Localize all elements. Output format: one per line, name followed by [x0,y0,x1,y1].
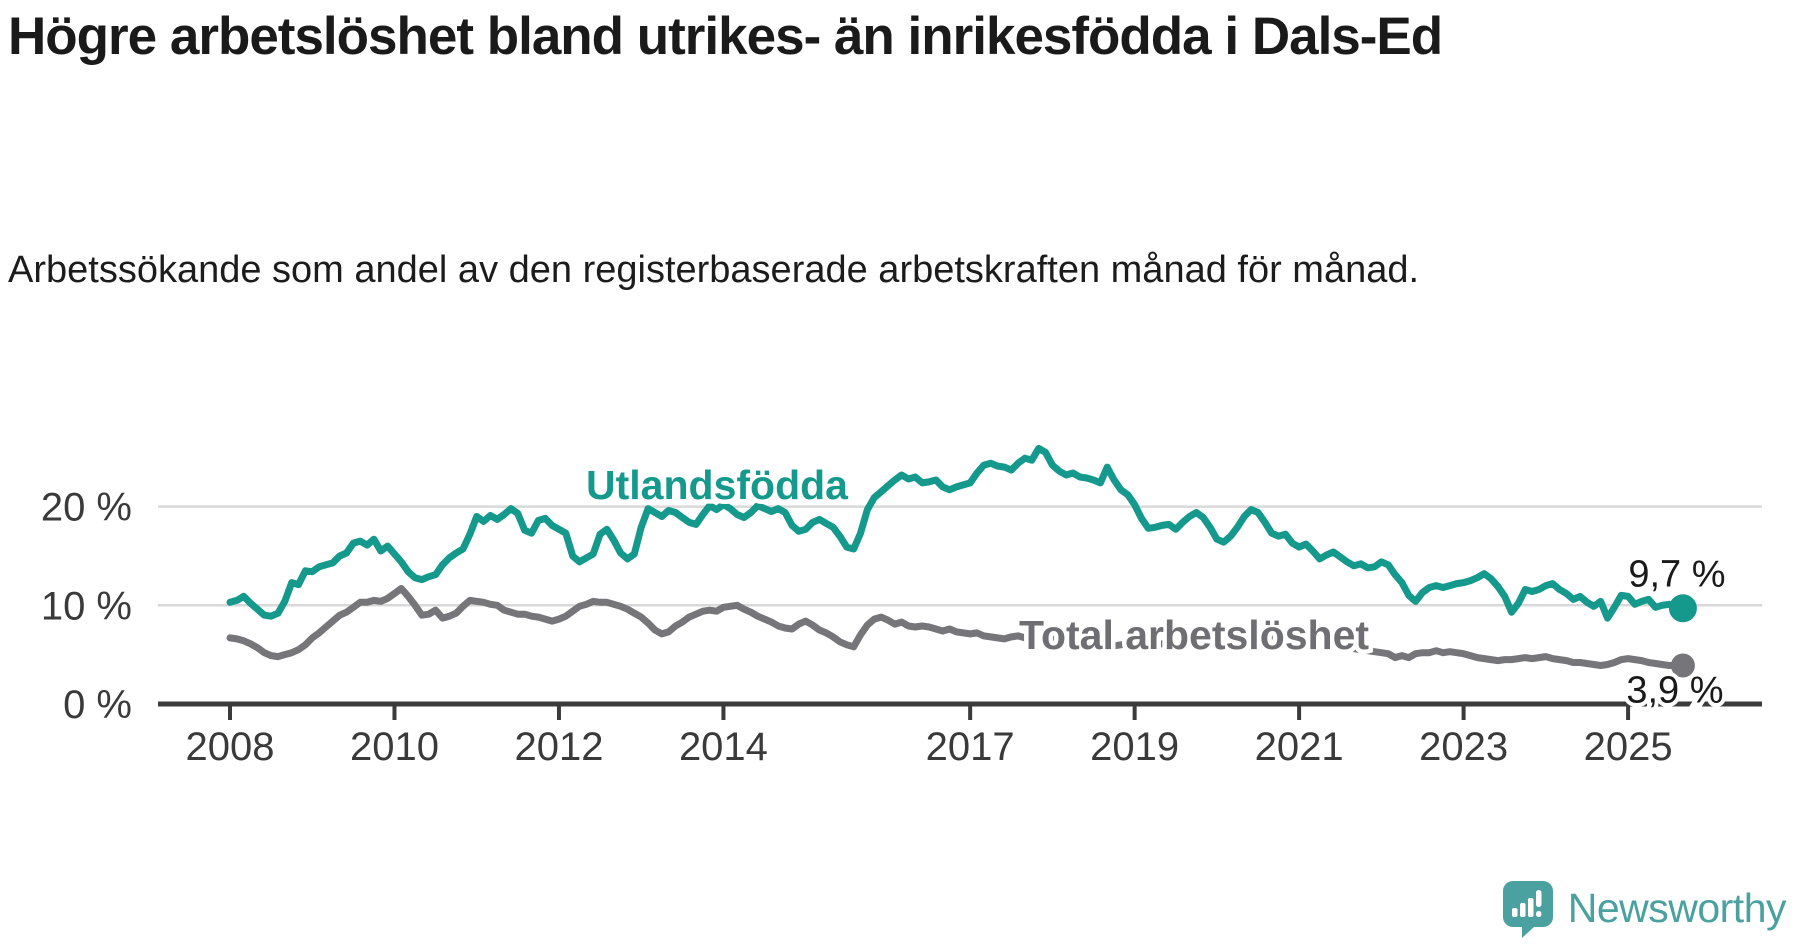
x-axis-label: 2021 [1255,725,1344,769]
bar-small [1511,908,1518,917]
end-value-label-total-arbetsloshet: 3,9 % [1626,670,1723,712]
y-axis-label: 20 % [41,486,132,530]
bar-large [1527,898,1534,917]
newsworthy-logo: Newsworthy [1500,878,1787,938]
x-axis-label: 2008 [186,725,275,769]
x-axis-label: 2017 [926,725,1015,769]
x-axis-label: 2019 [1090,725,1179,769]
x-axis-label: 2010 [350,725,439,769]
series-label-utlandsfodda: Utlandsfödda [586,462,849,508]
exclamation-bar [1535,890,1542,907]
bar-medium [1519,903,1526,917]
chart-title: Högre arbetslöshet bland utrikes- än inr… [8,7,1443,66]
x-axis-label: 2023 [1419,725,1508,769]
y-axis-label: 10 % [41,584,132,628]
newsworthy-logo-icon [1502,881,1553,938]
series-line-utlandsfodda [226,444,1687,622]
x-axis-label: 2012 [514,725,603,769]
end-dot-utlandsfodda [1668,594,1697,623]
end-value-label-utlandsfodda: 9,7 % [1628,553,1725,595]
x-axis-label: 2025 [1584,725,1673,769]
chart-subtitle: Arbetssökande som andel av den registerb… [8,249,1420,291]
newsworthy-logo-text: Newsworthy [1567,884,1787,931]
series-line-total-arbetsloshet [226,585,1687,669]
exclamation-dot [1535,911,1542,917]
x-axis-label: 2014 [679,725,768,769]
series-label-total-arbetsloshet: Total arbetslöshet [1019,612,1369,658]
end-dot-total-arbetsloshet [1670,653,1695,678]
y-axis-label: 0 % [63,683,132,727]
